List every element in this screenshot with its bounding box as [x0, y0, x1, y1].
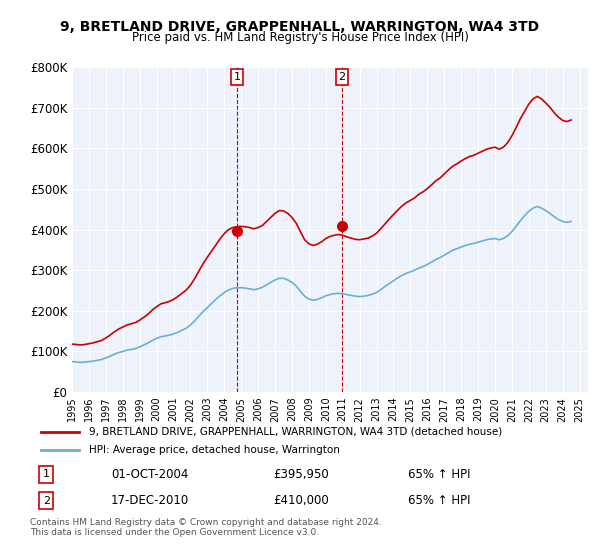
Text: Price paid vs. HM Land Registry's House Price Index (HPI): Price paid vs. HM Land Registry's House … — [131, 31, 469, 44]
Text: £395,950: £395,950 — [273, 468, 329, 481]
Text: 1: 1 — [43, 469, 50, 479]
Text: 2: 2 — [338, 72, 346, 82]
Text: 17-DEC-2010: 17-DEC-2010 — [111, 494, 189, 507]
Text: 1: 1 — [233, 72, 241, 82]
Text: 01-OCT-2004: 01-OCT-2004 — [111, 468, 188, 481]
Text: 9, BRETLAND DRIVE, GRAPPENHALL, WARRINGTON, WA4 3TD (detached house): 9, BRETLAND DRIVE, GRAPPENHALL, WARRINGT… — [89, 427, 503, 437]
Text: 2: 2 — [43, 496, 50, 506]
Text: £410,000: £410,000 — [273, 494, 329, 507]
Text: 9, BRETLAND DRIVE, GRAPPENHALL, WARRINGTON, WA4 3TD: 9, BRETLAND DRIVE, GRAPPENHALL, WARRINGT… — [61, 20, 539, 34]
Text: 65% ↑ HPI: 65% ↑ HPI — [408, 468, 470, 481]
Text: 65% ↑ HPI: 65% ↑ HPI — [408, 494, 470, 507]
Text: HPI: Average price, detached house, Warrington: HPI: Average price, detached house, Warr… — [89, 445, 340, 455]
Text: Contains HM Land Registry data © Crown copyright and database right 2024.
This d: Contains HM Land Registry data © Crown c… — [30, 518, 382, 538]
